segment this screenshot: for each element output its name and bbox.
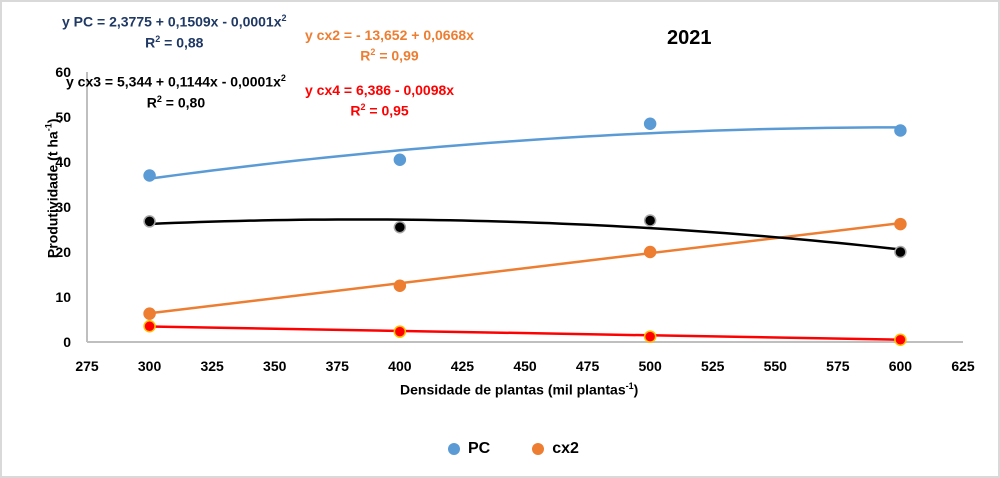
equation-cx2: y cx2 = - 13,652 + 0,0668x R2 = 0,99 [305,27,474,65]
y-axis-label-text: Produtividade (t ha [44,131,61,259]
data-point-cx4 [643,330,657,343]
equation-cx3: y cx3 = 5,344 + 0,1144x - 0,0001x2 R2 = … [66,70,286,111]
r2-cx3-label: R [146,94,157,111]
x-tick-label: 350 [263,358,287,374]
x-tick-labels: 275 300 325 350 375 400 425 450 475 500 525 550 575 6… [75,358,975,374]
equation-pc: y PC = 2,3775 + 0,1509x - 0,0001x2 R2 = … [62,10,287,51]
data-points [143,117,907,346]
x-tick-label: 275 [75,358,99,374]
data-point-cx4 [393,325,407,338]
r2-cx4-sup: 2 [360,102,366,112]
equation-cx4: y cx4 = 6,386 - 0,0098x R2 = 0,95 [305,82,454,120]
x-tick-label: 325 [200,358,224,374]
r2-cx3-value: = 0,80 [161,94,206,111]
x-tick-label: 575 [826,358,850,374]
trendline-cx4 [149,325,901,341]
data-point-cx2 [143,307,156,320]
r2-pc-label: R [145,34,156,51]
data-point-cx3 [894,245,907,259]
axes [86,72,963,343]
data-point-cx4 [894,333,907,346]
x-tick-label: 450 [513,358,537,374]
legend-label-cx2: cx2 [552,440,579,457]
y-axis-label-end: ) [44,118,61,124]
legend-marker-pc [448,443,460,455]
equation-cx3-sup: 2 [280,73,286,83]
r2-cx4-value: = 0,95 [365,102,409,119]
data-point-PC [643,117,657,130]
y-tick-label: 40 [55,154,71,170]
trendline-cx2 [149,221,901,315]
x-tick-label: 400 [388,358,412,374]
y-tick-label: 50 [55,109,71,125]
r2-cx4-label: R [350,102,361,119]
r2-cx2-sup: 2 [370,47,376,57]
data-point-cx2 [643,245,657,259]
x-tick-label: 375 [326,358,350,374]
equation-cx2-text: y cx2 = - 13,652 + 0,0668x [305,27,474,43]
trendlines [149,126,901,341]
data-point-PC [143,169,156,182]
data-point-cx3 [643,214,657,227]
x-tick-label: 425 [451,358,475,374]
x-tick-label: 525 [701,358,725,374]
r2-cx2-label: R [360,47,371,64]
data-point-cx2 [894,217,907,231]
r2-pc-value: = 0,88 [160,34,204,51]
equation-cx3-text: y cx3 = 5,344 + 0,1144x - 0,0001x [66,73,281,90]
data-point-PC [894,124,907,137]
legend-item-cx2[interactable]: cx2 [532,440,579,458]
x-tick-label: 500 [638,358,662,374]
y-axis-label-sup: -1 [43,123,54,132]
equation-cx4-text: y cx4 = 6,386 - 0,0098x [305,82,455,98]
x-tick-label: 475 [576,358,600,374]
data-point-cx3 [393,221,407,234]
legend: PC cx2 [448,440,579,458]
y-tick-label: 60 [55,64,71,80]
trendline-cx3 [149,218,901,251]
y-tick-label: 30 [55,199,71,215]
y-axis-label: Produtividade (t ha-1) [44,98,61,278]
equation-pc-sup: 2 [281,13,287,23]
r2-pc-sup: 2 [155,33,161,44]
y-tick-label: 20 [55,244,71,260]
equation-pc-text: y PC = 2,3775 + 0,1509x - 0,0001x [62,13,282,30]
r2-cx2-value: = 0,99 [375,47,419,64]
x-axis-label-end: ) [633,381,639,398]
data-point-cx2 [393,279,407,292]
y-tick-labels: 0 10 20 30 40 50 60 [55,64,71,350]
y-tick-label: 10 [55,289,71,305]
y-tick-label: 0 [63,334,71,350]
r2-cx3-sup: 2 [156,93,162,104]
x-tick-label: 600 [889,358,913,374]
legend-marker-cx2 [532,443,545,455]
x-axis-label-sup: -1 [625,381,634,391]
chart-title: 2021 [667,27,712,49]
x-axis-label-text: Densidade de plantas (mil plantas [400,381,626,398]
legend-label-pc: PC [468,440,491,457]
data-point-cx3 [143,215,156,228]
x-tick-label: 550 [764,358,788,374]
data-point-PC [393,153,407,166]
x-tick-label: 625 [951,358,975,374]
data-point-cx4 [143,320,156,333]
x-axis-label: Densidade de plantas (mil plantas-1) [400,381,638,398]
legend-item-pc[interactable]: PC [448,440,490,458]
trendline-PC [149,126,901,180]
x-tick-label: 300 [138,358,162,374]
